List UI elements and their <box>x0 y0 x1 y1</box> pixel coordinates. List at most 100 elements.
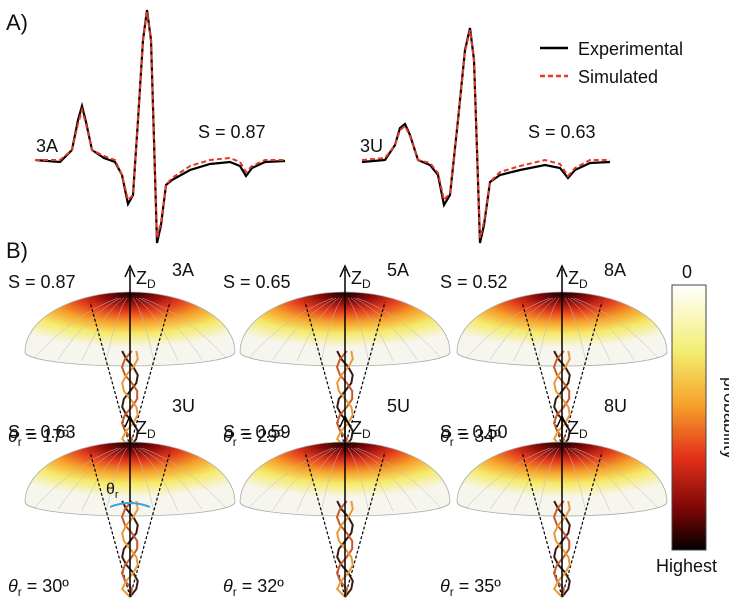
meridian <box>570 447 635 510</box>
score-label: S = 0.50 <box>440 422 508 442</box>
z-label: ZD <box>568 268 588 291</box>
meridian <box>57 447 122 510</box>
z-arrow <box>124 264 136 278</box>
angle-sub: r <box>450 585 454 599</box>
legend-label: Experimental <box>578 39 683 59</box>
z-sub: D <box>362 277 371 291</box>
meridian <box>573 447 659 509</box>
score-label: S = 0.63 <box>528 122 596 142</box>
meridian <box>248 297 334 359</box>
meridian <box>248 447 334 509</box>
angle-value: = 32º <box>237 576 285 596</box>
z-main: Z <box>568 418 579 438</box>
z-main: Z <box>351 418 362 438</box>
meridian <box>567 297 611 362</box>
meridian <box>33 297 119 359</box>
meridian <box>57 297 122 360</box>
colorbar-label: 0 <box>682 262 692 282</box>
helix <box>335 350 354 448</box>
panel-label: A) <box>6 10 28 35</box>
z-main: Z <box>568 268 579 288</box>
cone-edge <box>89 451 131 598</box>
angle-sub: r <box>18 585 22 599</box>
helix <box>335 500 354 598</box>
meridian <box>350 297 394 362</box>
z-label: ZD <box>351 418 371 441</box>
z-sub: D <box>579 427 588 441</box>
sample-label: 8U <box>604 396 627 416</box>
spectra <box>34 9 611 244</box>
meridian <box>513 297 557 362</box>
z-arrow <box>339 264 351 278</box>
meridian <box>573 297 659 359</box>
legend-label: Simulated <box>578 67 658 87</box>
score-label: S = 0.52 <box>440 272 508 292</box>
meridian <box>272 297 337 360</box>
meridian <box>81 297 125 362</box>
angle-value: = 29º <box>237 426 285 446</box>
angle-sub: r <box>450 435 454 449</box>
meridian <box>564 297 587 363</box>
angle-label: θr = 34º <box>440 426 501 449</box>
angle-sub: r <box>115 489 119 501</box>
sample-label: 8A <box>604 260 626 280</box>
z-arrow <box>556 414 568 428</box>
meridian <box>347 297 370 363</box>
sample-label: 3U <box>172 396 195 416</box>
z-sub: D <box>579 277 588 291</box>
meridian <box>33 447 119 509</box>
meridian <box>353 297 418 360</box>
angle-value: = 17º <box>22 426 70 446</box>
meridian <box>347 447 370 513</box>
meridian <box>489 447 554 510</box>
angle-main: θ <box>440 426 450 446</box>
meridian <box>537 297 560 363</box>
meridian <box>320 447 343 513</box>
angle-main: θ <box>223 426 233 446</box>
meridian <box>356 297 442 359</box>
score-label: S = 0.87 <box>8 272 76 292</box>
angle-main: θ <box>8 576 18 596</box>
cone-edge <box>129 301 171 448</box>
cone-edge <box>304 301 346 448</box>
angle-main: θ <box>8 426 18 446</box>
z-arrow <box>556 264 568 278</box>
helix <box>552 350 571 448</box>
angle-sub: r <box>233 435 237 449</box>
angle-label: θr = 35º <box>440 576 501 599</box>
meridian <box>537 447 560 513</box>
cone-edge <box>561 301 603 448</box>
score-label: S = 0.65 <box>223 272 291 292</box>
z-sub: D <box>147 427 156 441</box>
meridian <box>465 447 551 509</box>
cone-edge <box>129 451 171 598</box>
angle-label: θr = 32º <box>223 576 284 599</box>
z-sub: D <box>147 277 156 291</box>
colorbar-label: Highest <box>656 556 717 576</box>
meridian <box>132 297 155 363</box>
sample-label: 3A <box>36 136 58 156</box>
angle-arc <box>109 502 151 508</box>
meridian <box>132 447 155 513</box>
angle-sub: r <box>18 435 22 449</box>
score-label: S = 0.59 <box>223 422 291 442</box>
meridian <box>465 297 551 359</box>
angle-label: θr = 29º <box>223 426 284 449</box>
meridian <box>356 447 442 509</box>
score-label: S = 0.63 <box>8 422 76 442</box>
cone-edge <box>344 451 386 598</box>
z-main: Z <box>136 418 147 438</box>
meridian <box>135 297 179 362</box>
meridian <box>570 297 635 360</box>
z-label: ZD <box>351 268 371 291</box>
colorbar <box>671 284 707 551</box>
z-sub: D <box>362 427 371 441</box>
spectrum-simulated <box>35 11 285 239</box>
meridian <box>272 447 337 510</box>
cone-edge <box>304 451 346 598</box>
angle-label: θr = 17º <box>8 426 69 449</box>
meridian <box>141 297 227 359</box>
meridian <box>296 297 340 362</box>
meridian <box>141 447 227 509</box>
z-arrow <box>339 414 351 428</box>
